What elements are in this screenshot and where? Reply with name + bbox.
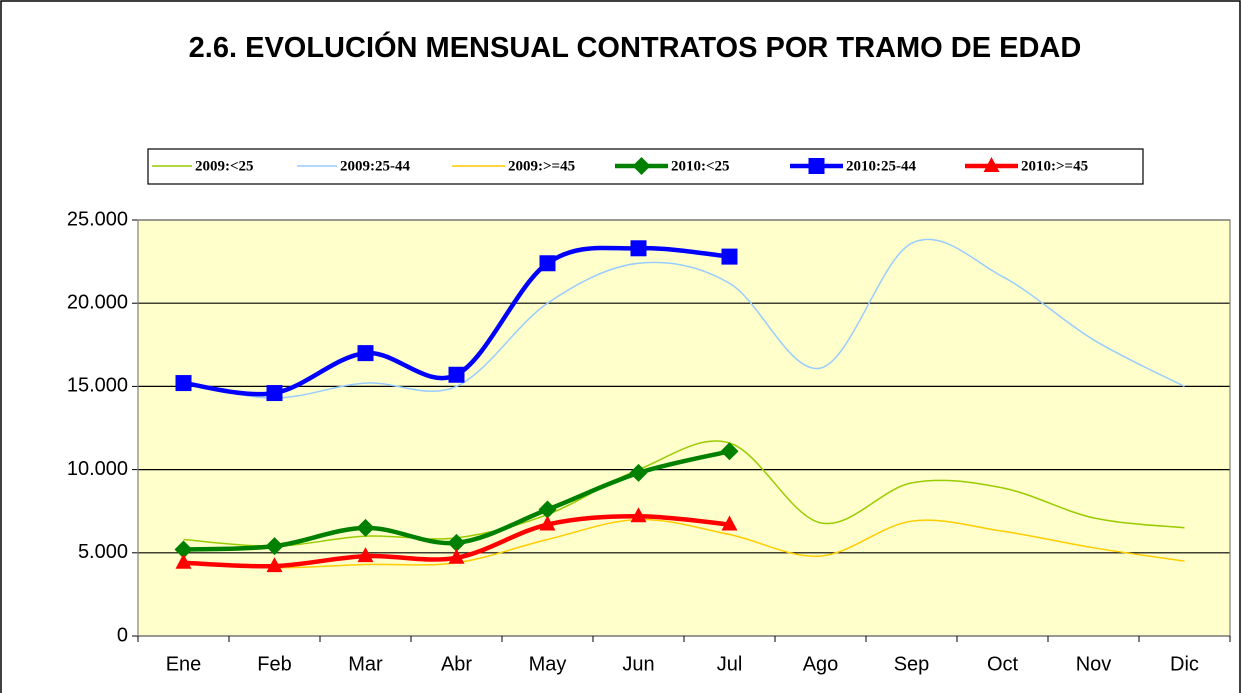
point [175,375,192,392]
point [265,537,284,556]
legend-label: 2010:25-44 [846,158,916,174]
point [630,507,647,523]
x-tick-label: May [529,653,567,675]
x-tick-label: Oct [987,653,1019,675]
point [175,553,192,569]
series-line [183,518,1185,569]
x-tick-label: Nov [1076,653,1112,675]
point [983,157,1000,172]
point [356,518,375,537]
point [174,540,193,559]
point [632,157,651,175]
legend-label: 2010:>=45 [1021,158,1088,174]
point [630,240,647,257]
point [448,548,465,564]
point [448,366,465,383]
y-tick-label: 25.000 [67,208,128,230]
x-tick-label: Jul [717,653,743,675]
x-tick-label: Jun [622,653,654,675]
y-tick-label: 5.000 [78,541,128,563]
x-tick-label: Ene [166,653,202,675]
point [539,255,556,272]
point [447,533,466,552]
chart-title: 2.6. EVOLUCIÓN MENSUAL CONTRATOS POR TRA… [188,32,1082,64]
y-tick-label: 0 [117,624,128,646]
point [629,463,648,482]
series-line [183,238,1185,399]
legend-label: 2009:>=45 [508,158,575,174]
point [721,515,738,531]
x-tick-label: Feb [257,653,291,675]
plot-area [138,220,1230,636]
legend-label: 2010:<25 [671,158,730,174]
series-line [183,440,1185,547]
point [808,158,825,174]
y-tick-label: 15.000 [67,375,128,397]
x-tick-label: Ago [803,653,839,675]
point [266,385,283,402]
x-tick-label: Sep [894,653,930,675]
y-tick-label: 20.000 [67,291,128,313]
point [357,345,374,362]
point [538,500,557,519]
point [539,515,556,531]
point [720,442,739,461]
x-tick-label: Mar [348,653,383,675]
point [266,557,283,573]
x-tick-label: Dic [1170,653,1199,675]
y-tick-label: 10.000 [67,458,128,480]
legend-label: 2009:25-44 [340,158,410,174]
point [721,248,738,265]
x-tick-label: Abr [441,653,472,675]
point [357,547,374,563]
legend-label: 2009:<25 [195,158,254,174]
